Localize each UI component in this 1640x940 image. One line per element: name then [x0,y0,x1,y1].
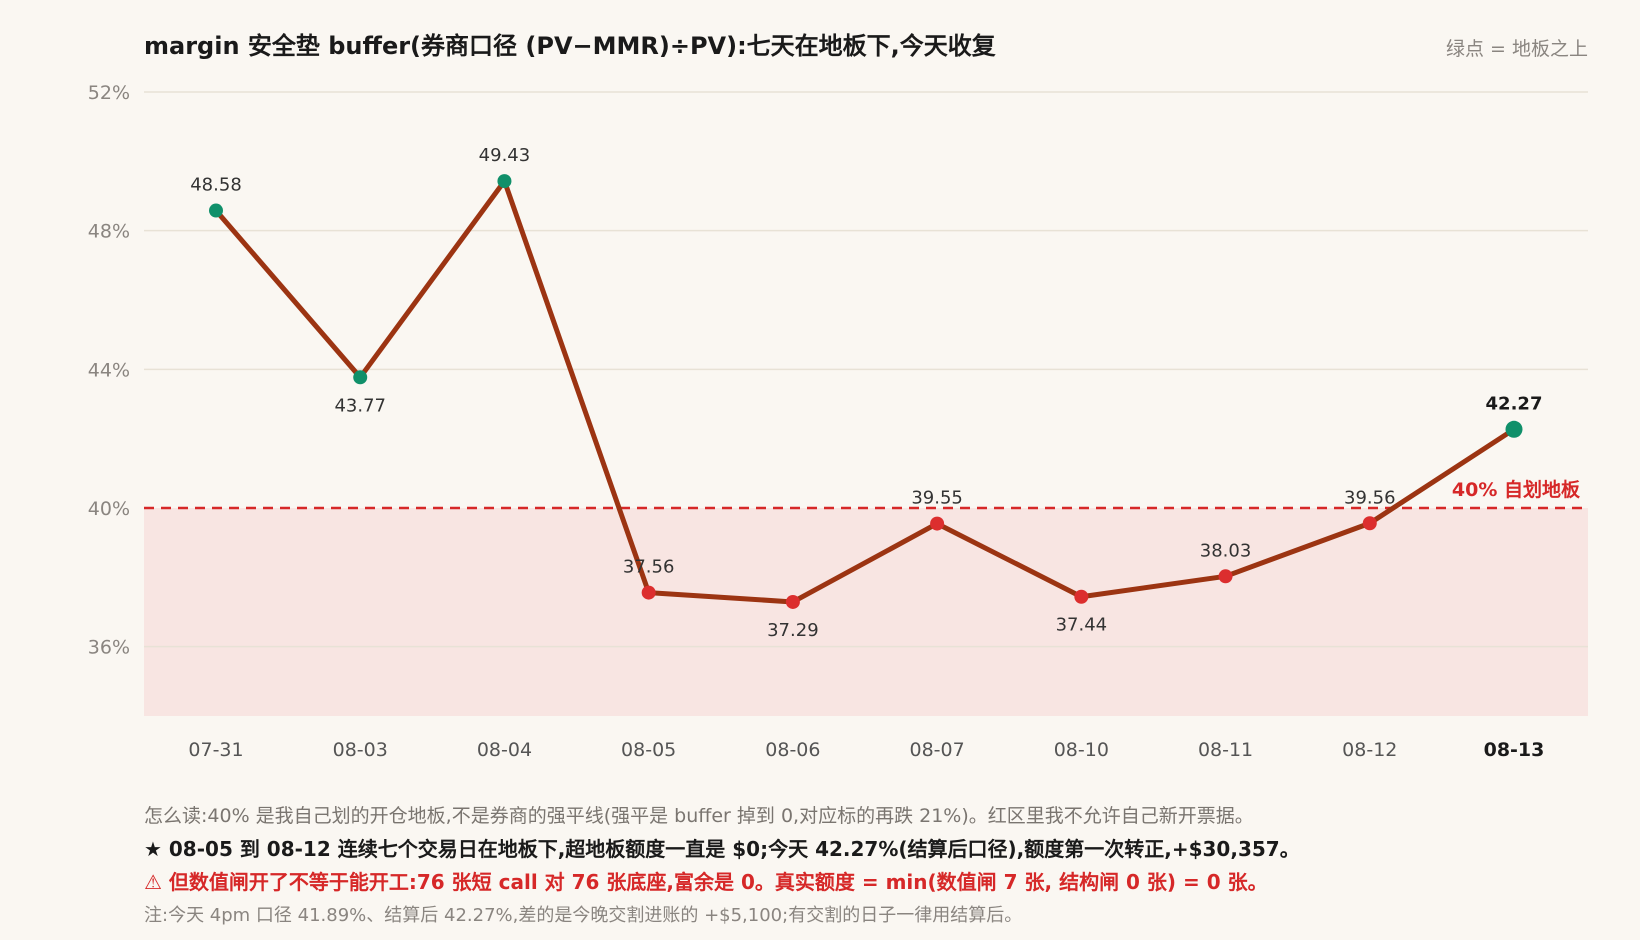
y-tick-label: 36% [88,637,130,659]
data-point [497,174,512,189]
x-tick-label: 08-05 [621,739,676,761]
data-label: 38.03 [1200,540,1252,561]
x-tick-label: 07-31 [188,739,243,761]
floor-label: 40% 自划地板 [1452,478,1581,501]
data-point [209,203,223,218]
y-tick-label: 44% [88,359,130,381]
data-point [930,516,945,531]
data-point [785,594,800,609]
notes-block: 怎么读:40% 是我自己划的开仓地板,不是券商的强平线(强平是 buffer 掉… [144,800,1604,932]
data-point [1362,516,1377,531]
x-tick-label: 08-03 [333,739,388,761]
y-tick-label: 48% [88,221,130,243]
data-label: 43.77 [334,395,386,416]
data-point [1218,569,1233,584]
legend-note: 绿点 = 地板之上 [1446,38,1588,60]
data-label: 37.29 [767,620,819,641]
buffer-line-chart: 36% 40% 44% 48% 52% 40% 自划地板 07-31 08-03 08-04 08… [88,82,1588,761]
x-tick-label: 08-12 [1342,739,1397,761]
data-label: 39.55 [911,488,963,509]
note-highlight: ★ 08-05 到 08-12 连续七个交易日在地板下,超地板额度一直是 $0;… [144,837,1300,861]
data-point [1074,589,1089,604]
data-label: 42.27 [1486,393,1543,414]
x-tick-label: 08-06 [765,739,820,761]
y-tick-label: 40% [88,498,130,520]
data-label: 49.43 [479,145,531,166]
data-label: 39.56 [1344,487,1396,508]
data-label: 37.56 [623,557,675,578]
data-point [353,370,368,385]
data-point [1505,420,1523,438]
x-tick-label: 08-13 [1484,739,1545,761]
x-tick-label: 08-04 [477,739,532,761]
x-tick-label: 08-11 [1198,739,1253,761]
x-tick-label: 08-07 [910,739,965,761]
y-tick-label: 52% [88,82,130,104]
data-label: 48.58 [190,175,242,196]
note-how-to-read: 怎么读:40% 是我自己划的开仓地板,不是券商的强平线(强平是 buffer 掉… [144,805,1254,827]
data-label: 37.44 [1056,615,1108,636]
note-footnote: 注:今天 4pm 口径 41.89%、结算后 42.27%,差的是今晚交割进账的… [144,905,1023,926]
series-line [213,178,1517,605]
below-floor-zone [144,508,1588,716]
x-tick-label: 08-10 [1054,739,1109,761]
chart-title: margin 安全垫 buffer(券商口径 (PV−MMR)÷PV):七天在地… [144,32,996,60]
data-point [641,585,656,600]
note-warning: ⚠ 但数值闸开了不等于能开工:76 张短 call 对 76 张底座,富余是 0… [144,870,1268,894]
